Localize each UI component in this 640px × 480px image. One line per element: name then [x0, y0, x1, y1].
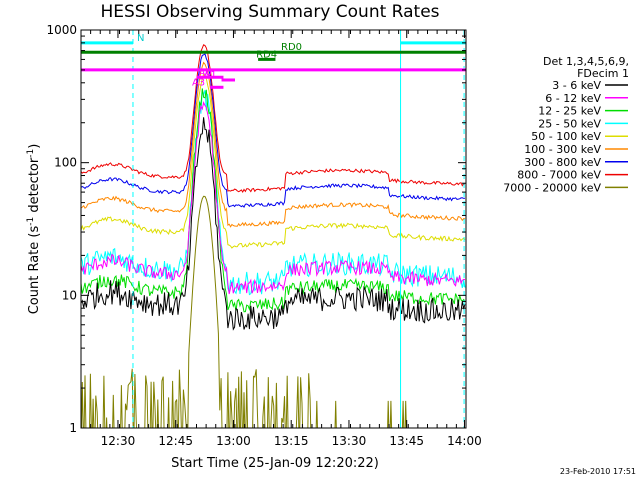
series-layer [81, 44, 466, 428]
y-axis: 1 10 100 1000 [46, 23, 466, 435]
x-tick-label: 12:45 [158, 434, 193, 448]
legend-entry: 3 - 6 keV [552, 79, 601, 92]
annotation-label: RD4 [256, 49, 277, 60]
x-axis: 12:30 12:45 13:00 13:15 13:30 13:45 14:00 [80, 30, 482, 448]
plot-frame [80, 29, 467, 429]
legend-entry: 50 - 100 keV [531, 130, 601, 143]
legend-entry: 800 - 7000 keV [517, 169, 601, 182]
legend-entry: 6 - 12 keV [545, 92, 601, 105]
chart-title: HESSI Observing Summary Count Rates [100, 2, 439, 22]
legend-header: Det 1,3,4,5,6,9, [543, 55, 629, 68]
footer-date: 23-Feb-2010 17:51 [560, 467, 636, 476]
annotation-label: A3 [192, 77, 205, 88]
x-tick-label: 14:00 [447, 434, 482, 448]
legend-entry: 100 - 300 keV [524, 143, 601, 156]
annotation-label: A0 [199, 67, 212, 78]
y-tick-label: 100 [54, 156, 77, 170]
series-line [81, 44, 466, 193]
annotation-label: A1 [204, 70, 217, 81]
legend-entry: 25 - 50 keV [538, 117, 601, 130]
series-line [81, 89, 466, 296]
x-tick-label: 13:15 [274, 434, 309, 448]
y-tick-label: 1 [69, 421, 77, 435]
series-line [81, 61, 466, 228]
x-tick-label: 12:30 [101, 434, 136, 448]
legend-entry: 7000 - 20000 keV [503, 181, 601, 194]
y-axis-label: Count Rate (s-1 detector-1) [26, 144, 42, 315]
series-line [81, 195, 407, 428]
legend-header: FDecim 1 [577, 67, 629, 80]
y-tick-label: 10 [62, 288, 77, 302]
legend-entry: 300 - 800 keV [524, 156, 601, 169]
x-axis-label: Start Time (25-Jan-09 12:20:22) [171, 456, 379, 471]
x-tick-label: 13:00 [216, 434, 251, 448]
series-line [81, 101, 466, 295]
x-tick-label: 13:45 [389, 434, 424, 448]
series-line [81, 53, 466, 208]
x-tick-label: 13:30 [332, 434, 367, 448]
annotation-label: RD0 [281, 42, 302, 53]
y-tick-label: 1000 [46, 23, 77, 37]
annotation-label: N [137, 33, 144, 44]
legend-entry: 12 - 25 keV [538, 105, 601, 118]
